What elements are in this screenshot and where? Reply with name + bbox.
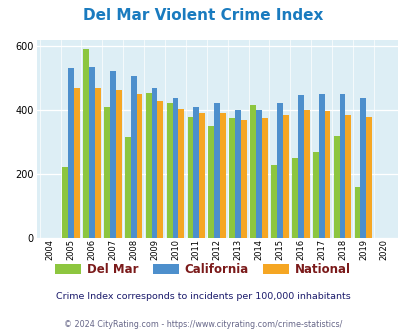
Text: Del Mar Violent Crime Index: Del Mar Violent Crime Index [83, 8, 322, 23]
Bar [130, 76, 136, 238]
Bar [354, 186, 360, 238]
Bar [345, 115, 350, 238]
Bar [229, 118, 234, 238]
Bar [220, 113, 226, 238]
Bar [256, 110, 261, 238]
Bar [291, 158, 297, 238]
Bar [199, 113, 205, 238]
Bar [303, 110, 309, 238]
Bar [125, 137, 130, 238]
Bar [318, 94, 324, 238]
Bar [193, 107, 199, 238]
Bar [136, 94, 142, 238]
Bar [89, 67, 95, 238]
Bar [276, 103, 282, 238]
Bar [214, 103, 220, 238]
Bar [261, 118, 267, 238]
Bar [115, 90, 121, 238]
Bar [249, 105, 256, 238]
Bar [271, 165, 276, 238]
Bar [83, 49, 89, 238]
Legend: Del Mar, California, National: Del Mar, California, National [50, 258, 355, 281]
Bar [145, 93, 151, 238]
Text: Crime Index corresponds to incidents per 100,000 inhabitants: Crime Index corresponds to incidents per… [55, 292, 350, 301]
Bar [62, 167, 68, 238]
Bar [208, 126, 214, 238]
Bar [187, 117, 193, 238]
Bar [104, 107, 110, 238]
Bar [234, 110, 241, 238]
Bar [333, 136, 339, 238]
Bar [312, 152, 318, 238]
Text: © 2024 CityRating.com - https://www.cityrating.com/crime-statistics/: © 2024 CityRating.com - https://www.city… [64, 320, 341, 329]
Bar [297, 94, 303, 238]
Bar [95, 87, 100, 238]
Bar [172, 98, 178, 238]
Bar [324, 112, 330, 238]
Bar [241, 120, 246, 238]
Bar [157, 101, 163, 238]
Bar [360, 98, 365, 238]
Bar [151, 88, 157, 238]
Bar [365, 117, 371, 238]
Bar [166, 104, 172, 238]
Bar [110, 71, 115, 238]
Bar [178, 109, 184, 238]
Bar [68, 68, 74, 238]
Bar [339, 94, 345, 238]
Bar [282, 115, 288, 238]
Bar [74, 88, 79, 238]
